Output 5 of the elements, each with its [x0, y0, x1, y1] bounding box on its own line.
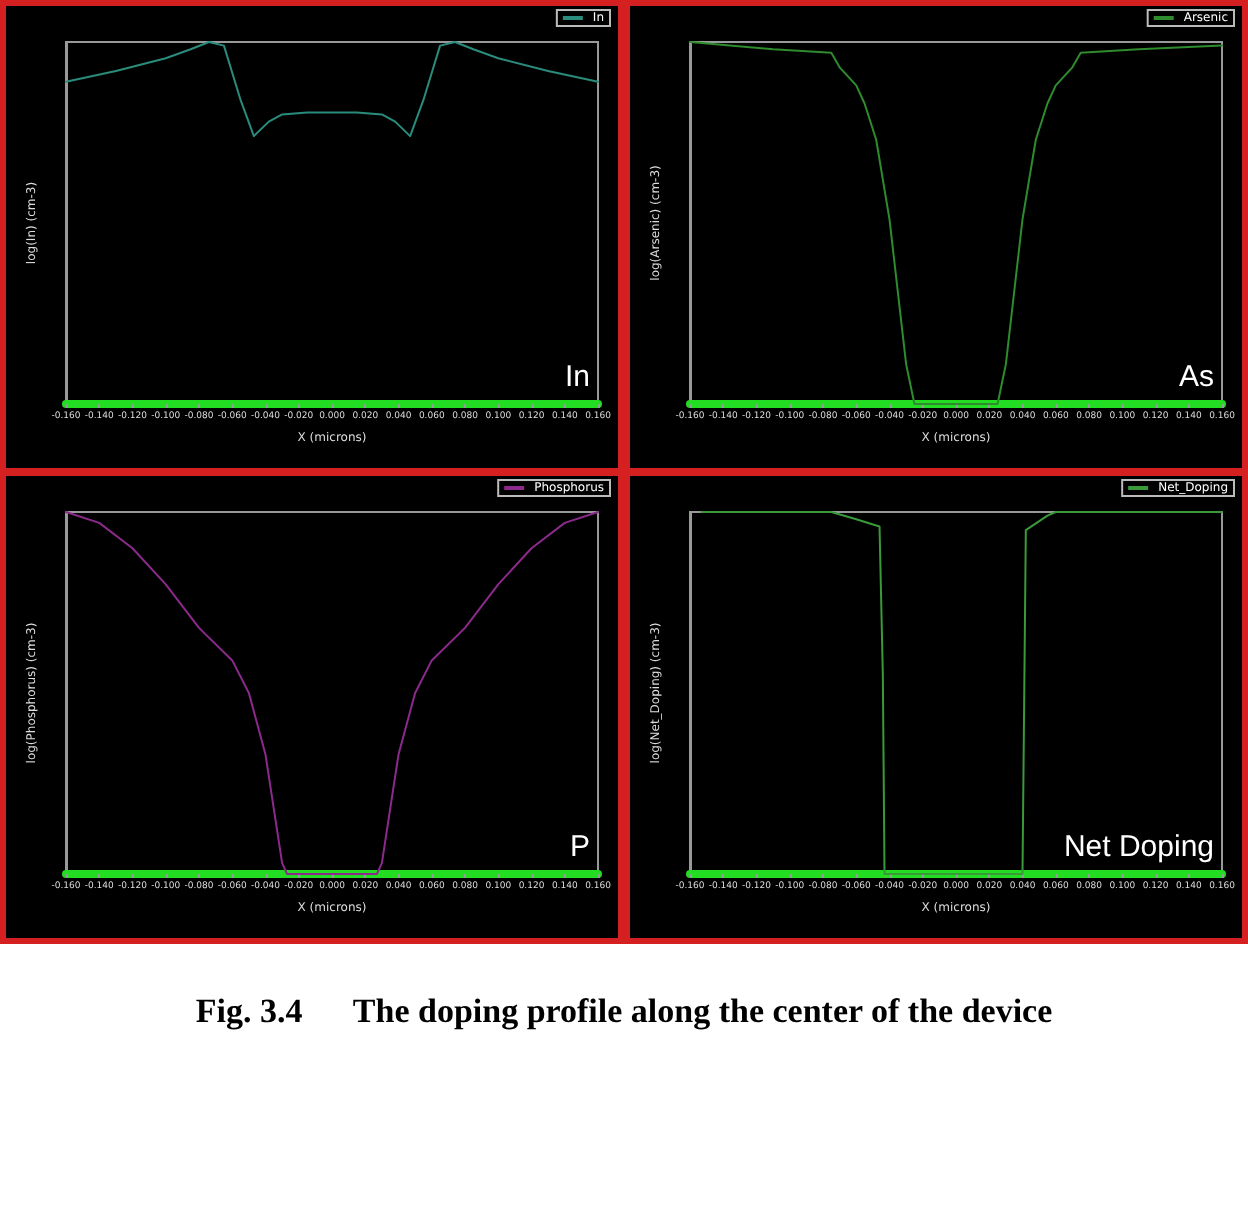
- annotation: In: [564, 360, 591, 394]
- annotation: Net Doping: [1063, 830, 1215, 864]
- caption: Fig. 3.4 The doping profile along the center of the device: [193, 992, 1055, 1032]
- annotation: P: [569, 830, 591, 864]
- annotation: As: [1178, 360, 1215, 394]
